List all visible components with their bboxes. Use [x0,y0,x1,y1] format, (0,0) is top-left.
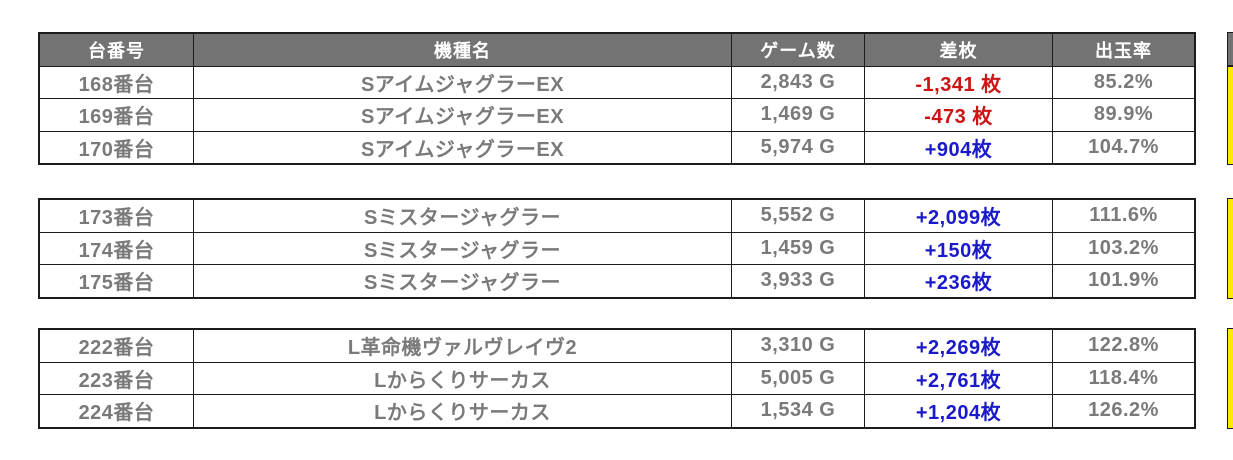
cell-diff: -1,341 枚 [864,66,1052,98]
cell-model-name: SアイムジャグラーEX [193,99,731,131]
cell-dai-number: 222番台 [78,337,155,360]
table-row: 168番台 SアイムジャグラーEX 2,843 G -1,341 枚 85.2% [40,65,1194,98]
cell-payout-rate: 118.4% [1052,362,1194,394]
cell-dai-number: 168番台 [78,73,155,96]
cell-game-count: 2,843 G [731,66,864,98]
cell-payout-rate: 126.2% [1052,395,1194,427]
next-column-highlight-sliver [1227,66,1233,165]
header-cell-dai-number: 台番号 [88,40,145,61]
cell-game-count: 5,552 G [731,200,864,232]
table-row: 222番台 L革命機ヴァルヴレイヴ2 3,310 G +2,269枚 122.8% [40,330,1194,362]
cell-game-count: 1,469 G [731,99,864,131]
cell-diff: +2,099枚 [864,200,1052,232]
header-cell-payout-rate: 出玉率 [1052,34,1194,66]
header-cell-game-count: ゲーム数 [731,34,864,66]
cell-model-name: SアイムジャグラーEX [193,131,731,163]
table-row: 173番台 Sミスタージャグラー 5,552 G +2,099枚 111.6% [40,200,1194,232]
cell-game-count: 3,933 G [731,265,864,297]
cell-diff: +2,269枚 [864,330,1052,362]
table-row: 175番台 Sミスタージャグラー 3,933 G +236枚 101.9% [40,264,1194,297]
cell-dai-number: 170番台 [78,138,155,161]
cell-dai-number: 224番台 [78,402,155,425]
table-row: 174番台 Sミスタージャグラー 1,459 G +150枚 103.2% [40,231,1194,264]
cell-dai-number: 174番台 [78,239,155,262]
cell-payout-rate: 89.9% [1052,99,1194,131]
cell-model-name: SアイムジャグラーEX [193,66,731,98]
next-column-header-sliver [1227,32,1233,66]
cell-diff: +904枚 [864,131,1052,163]
cell-model-name: L革命機ヴァルヴレイヴ2 [193,330,731,362]
cell-dai-number: 175番台 [78,272,155,295]
cell-game-count: 1,534 G [731,395,864,427]
cell-dai-number: 169番台 [78,106,155,129]
table-row: 169番台 SアイムジャグラーEX 1,469 G -473 枚 89.9% [40,98,1194,131]
cell-payout-rate: 101.9% [1052,265,1194,297]
cell-payout-rate: 122.8% [1052,330,1194,362]
next-column-highlight-sliver [1227,328,1233,429]
table-section-3: 222番台 L革命機ヴァルヴレイヴ2 3,310 G +2,269枚 122.8% 223… [38,328,1196,429]
cell-model-name: Sミスタージャグラー [193,265,731,297]
cell-payout-rate: 103.2% [1052,232,1194,264]
table-row: 223番台 Lからくりサーカス 5,005 G +2,761枚 118.4% [40,361,1194,394]
cell-payout-rate: 111.6% [1052,200,1194,232]
cell-game-count: 5,974 G [731,131,864,163]
cell-payout-rate: 85.2% [1052,66,1194,98]
cell-diff: +1,204枚 [864,395,1052,427]
cell-dai-number: 173番台 [78,207,155,230]
cell-model-name: Lからくりサーカス [193,362,731,394]
header-row: 台番号 機種名 ゲーム数 差枚 出玉率 [40,34,1194,66]
cell-diff: +150枚 [864,232,1052,264]
cell-game-count: 5,005 G [731,362,864,394]
table-section-1: 台番号 機種名 ゲーム数 差枚 出玉率 168番台 SアイムジャグラーEX 2,843 G -1… [38,32,1196,165]
cell-diff: -473 枚 [864,99,1052,131]
cell-payout-rate: 104.7% [1052,131,1194,163]
table-row: 170番台 SアイムジャグラーEX 5,974 G +904枚 104.7% [40,130,1194,163]
cell-diff: +2,761枚 [864,362,1052,394]
cell-model-name: Sミスタージャグラー [193,200,731,232]
table-section-2: 173番台 Sミスタージャグラー 5,552 G +2,099枚 111.6% 174番台… [38,198,1196,299]
cell-dai-number: 223番台 [78,369,155,392]
header-cell-diff: 差枚 [864,34,1052,66]
header-cell-model-name: 機種名 [193,34,731,66]
cell-game-count: 1,459 G [731,232,864,264]
cell-game-count: 3,310 G [731,330,864,362]
cell-diff: +236枚 [864,265,1052,297]
cell-model-name: Lからくりサーカス [193,395,731,427]
cell-model-name: Sミスタージャグラー [193,232,731,264]
table-row: 224番台 Lからくりサーカス 1,534 G +1,204枚 126.2% [40,394,1194,427]
next-column-highlight-sliver [1227,198,1233,299]
